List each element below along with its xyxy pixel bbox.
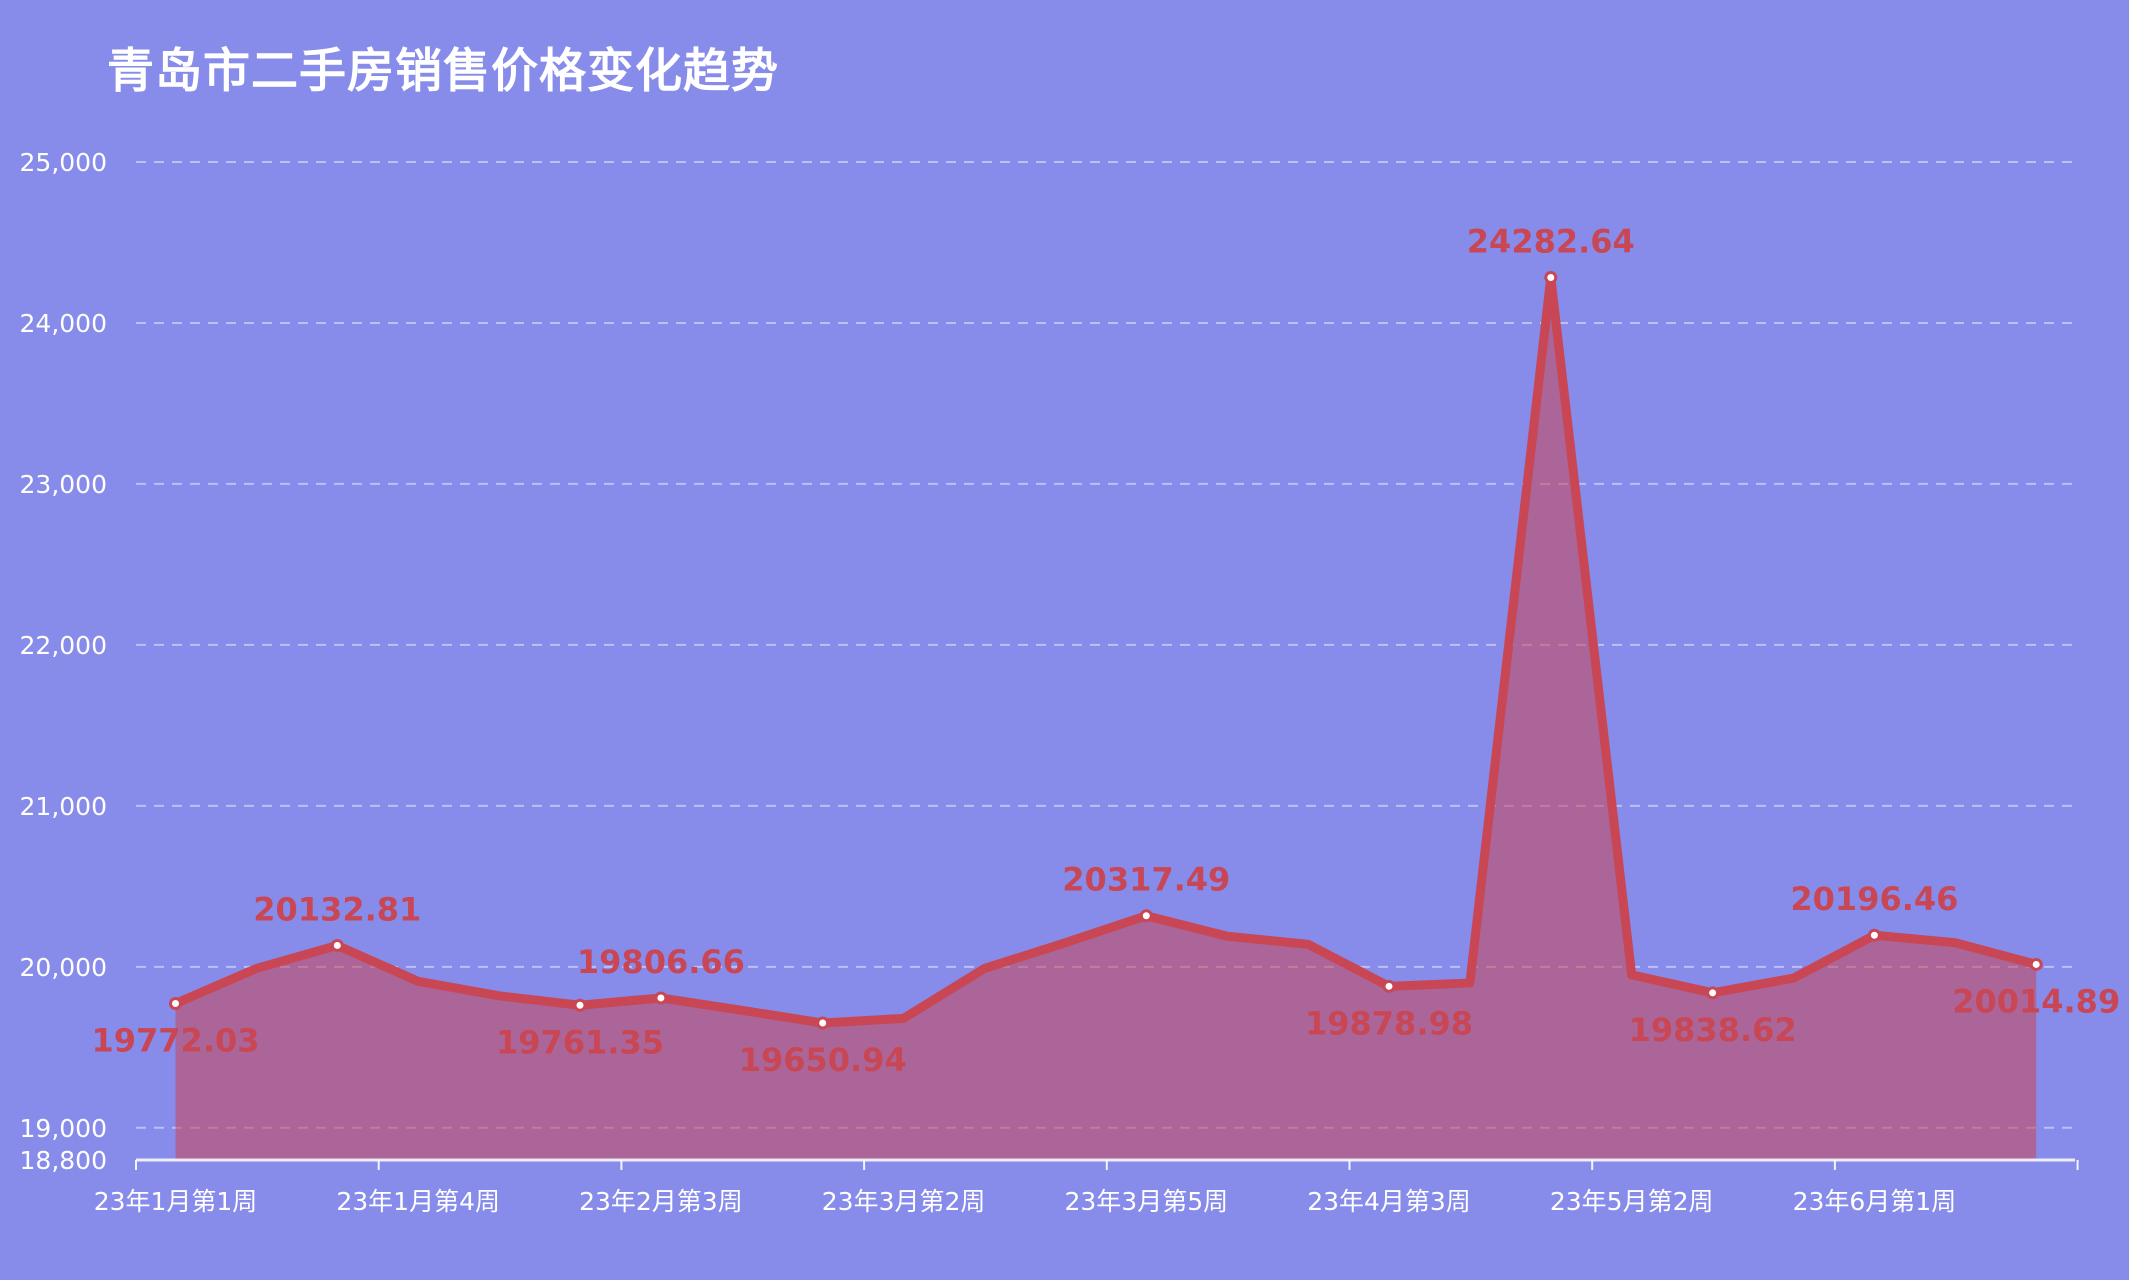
y-tick-label: 21,000 <box>20 792 107 821</box>
y-axis-labels: 18,800 19,000 20,000 21,000 22,000 23,000 24,0… <box>20 148 107 1175</box>
data-labels: 19772.03 20132.81 19761.35 19806.66 19650.94… <box>91 222 2120 1079</box>
data-label: 20196.46 <box>1790 880 1958 918</box>
data-label: 19838.62 <box>1629 1011 1797 1049</box>
data-label: 19761.35 <box>496 1023 664 1061</box>
data-label: 24282.64 <box>1467 222 1635 260</box>
y-tick-label: 19,000 <box>20 1114 107 1143</box>
x-tick-label: 23年1月第4周 <box>336 1187 500 1216</box>
x-axis <box>135 1158 2079 1170</box>
data-point <box>2029 957 2043 971</box>
data-point <box>1706 986 1720 1000</box>
y-tick-label: 23,000 <box>20 470 107 499</box>
y-tick-label: 25,000 <box>20 148 107 177</box>
data-label: 19806.66 <box>577 943 745 981</box>
x-tick-label: 23年1月第1周 <box>94 1187 258 1216</box>
data-label: 20317.49 <box>1062 861 1230 899</box>
data-point <box>330 938 344 952</box>
data-point <box>816 1016 830 1030</box>
chart-title: 青岛市二手房销售价格变化趋势 <box>107 44 779 99</box>
data-point <box>573 998 587 1012</box>
series-line-path <box>171 272 2041 1028</box>
x-axis-labels: 23年1月第1周 23年1月第4周 23年2月第3周 23年3月第2周 23年3月第5周… <box>94 1187 1957 1216</box>
y-tick-label: 22,000 <box>20 631 107 660</box>
data-label: 20014.89 <box>1952 982 2120 1020</box>
data-points <box>169 270 2043 1030</box>
series-line <box>171 272 2041 1028</box>
data-point <box>169 997 182 1011</box>
data-point <box>1544 270 1558 284</box>
x-tick-label: 23年5月第2周 <box>1550 1187 1714 1216</box>
data-point <box>1382 979 1396 993</box>
data-label: 19650.94 <box>739 1041 907 1079</box>
data-point <box>1867 928 1881 942</box>
series-area <box>175 277 2037 1161</box>
series-area-fill <box>175 277 2037 1161</box>
x-tick-label: 23年3月第2周 <box>822 1187 986 1216</box>
y-tick-label: 24,000 <box>20 309 107 338</box>
data-label: 20132.81 <box>253 890 421 928</box>
data-point <box>1139 909 1153 923</box>
data-label: 19772.03 <box>91 1022 259 1060</box>
y-tick-label: 20,000 <box>20 953 107 982</box>
x-tick-label: 23年3月第5周 <box>1064 1187 1228 1216</box>
data-point <box>654 991 668 1005</box>
x-tick-label: 23年6月第1周 <box>1793 1187 1957 1216</box>
y-tick-label: 18,800 <box>20 1146 107 1175</box>
x-tick-label: 23年2月第3周 <box>579 1187 743 1216</box>
data-label: 19878.98 <box>1305 1004 1473 1042</box>
x-tick-label: 23年4月第3周 <box>1307 1187 1471 1216</box>
